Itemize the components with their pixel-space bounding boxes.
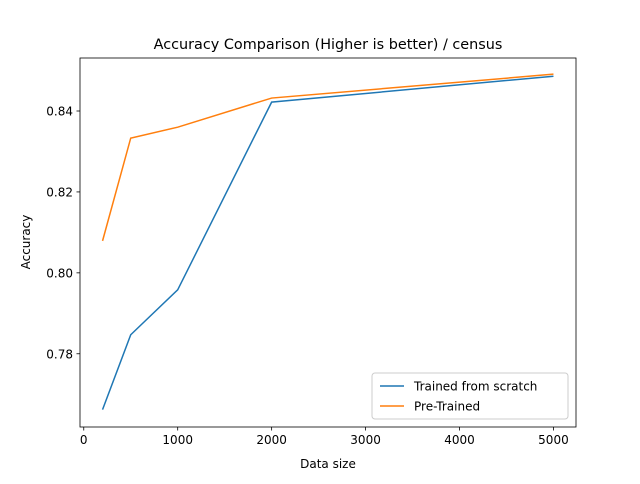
y-tick-label: 0.78 bbox=[46, 347, 73, 361]
legend-label: Trained from scratch bbox=[413, 380, 537, 394]
y-tick-label: 0.82 bbox=[46, 185, 73, 199]
x-axis-label: Data size bbox=[300, 457, 356, 471]
x-tick-label: 3000 bbox=[350, 433, 381, 447]
x-tick-label: 1000 bbox=[162, 433, 193, 447]
legend-box bbox=[371, 372, 569, 420]
plot-frame bbox=[79, 57, 577, 428]
x-tick-label: 0 bbox=[80, 433, 88, 447]
y-tick-label: 0.84 bbox=[46, 105, 73, 119]
series-line bbox=[101, 75, 554, 410]
y-axis-label: Accuracy bbox=[19, 215, 33, 270]
legend-label: Pre-Trained bbox=[414, 400, 480, 414]
x-tick-label: 4000 bbox=[444, 433, 475, 447]
x-tick-label: 5000 bbox=[538, 433, 569, 447]
y-tick-label: 0.80 bbox=[46, 266, 73, 280]
series-line bbox=[101, 73, 554, 242]
legend: Trained from scratch Pre-Trained bbox=[371, 372, 569, 420]
x-tick-label: 2000 bbox=[256, 433, 287, 447]
chart-title: Accuracy Comparison (Higher is better) /… bbox=[154, 37, 503, 53]
